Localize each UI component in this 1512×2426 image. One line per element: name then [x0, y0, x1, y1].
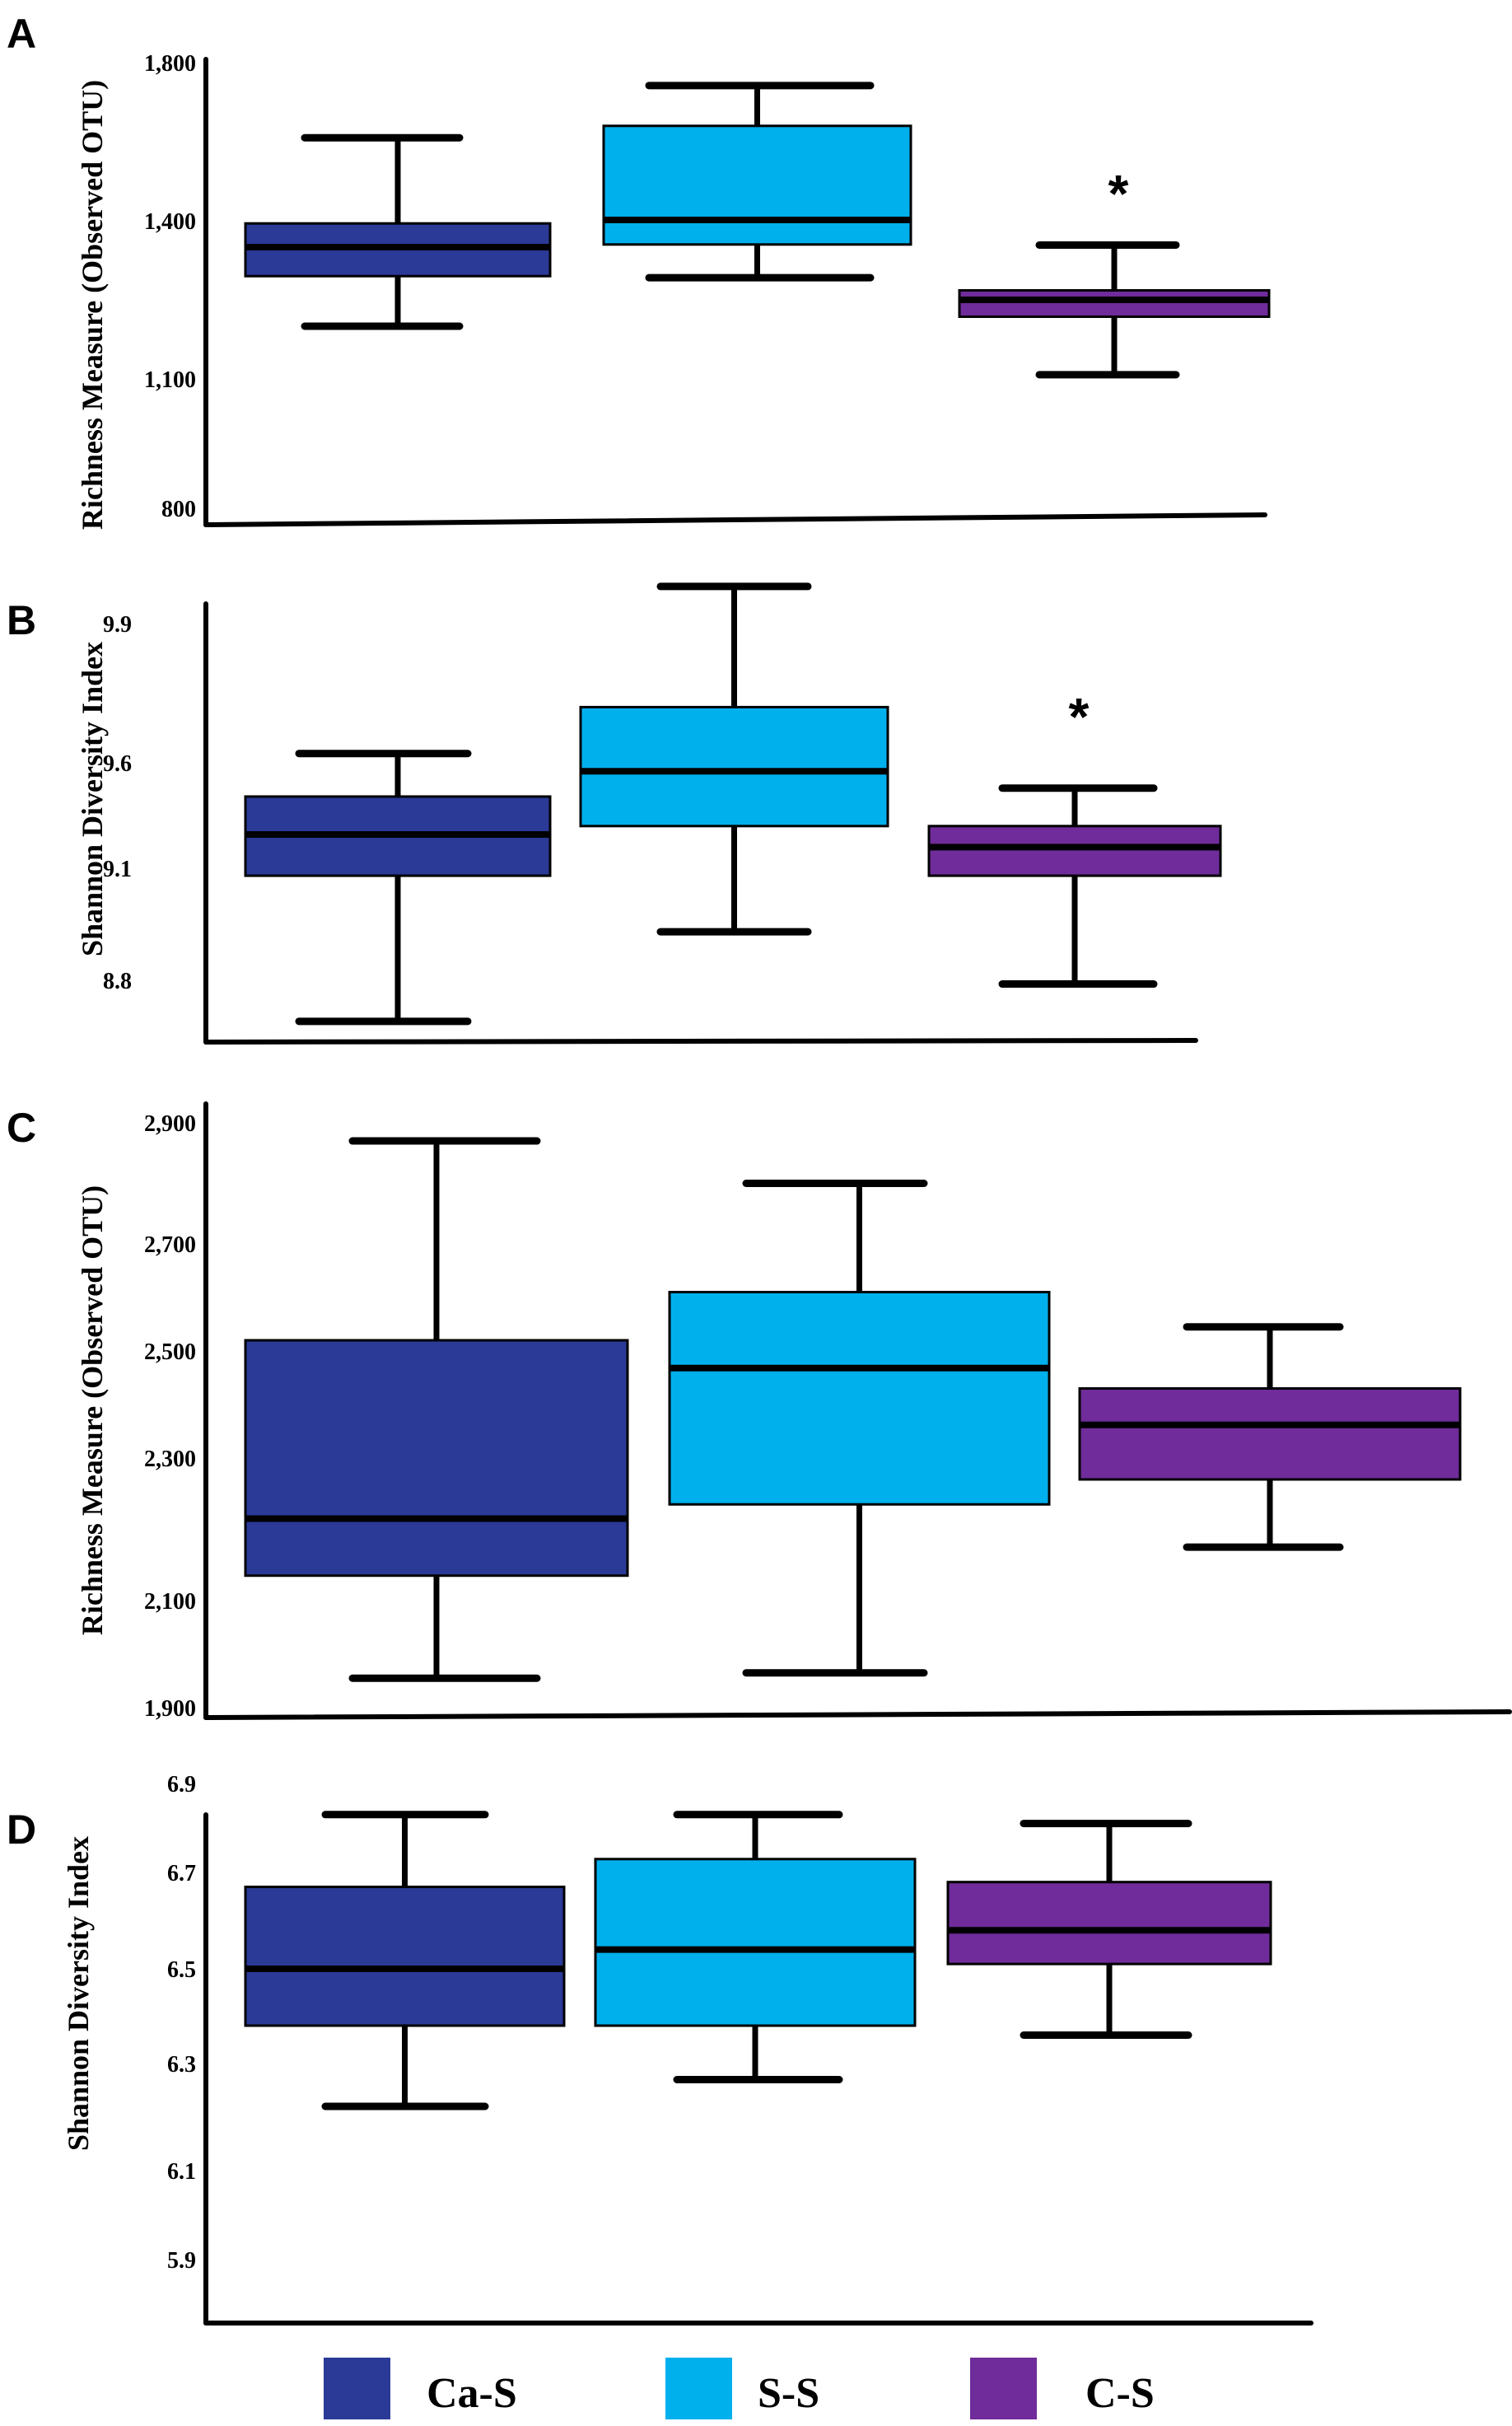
y-tick-label: 8.8: [103, 969, 132, 994]
box-ca-s: [244, 750, 552, 1026]
x-axis-line: [203, 1038, 1198, 1045]
iqr-box: [579, 705, 889, 828]
y-tick-label: 2,100: [144, 1589, 196, 1615]
y-axis-label: Shannon Diversity Index: [62, 1836, 95, 2151]
y-tick-label: 6.7: [167, 1861, 196, 1886]
iqr-box: [946, 1881, 1272, 1966]
y-tick-label: 2,700: [144, 1232, 196, 1258]
panel-b: B 8.8 9.1 9.6 9.9 Shannon Diversity Index *: [7, 582, 1222, 1045]
panel-letter: A: [7, 11, 36, 57]
y-tick-label: 9.6: [103, 751, 132, 777]
panel-letter: B: [7, 597, 36, 643]
y-tick-label: 2,500: [144, 1339, 196, 1365]
y-tick-label: 2,300: [144, 1447, 196, 1472]
legend-item-c-s: C-S: [970, 2358, 1155, 2419]
box-s-s: [602, 82, 912, 282]
y-tick-label: 1,900: [144, 1696, 196, 1722]
box-c-s: [946, 1820, 1272, 2039]
x-axis-line: [203, 512, 1267, 527]
y-tick-label: 6.1: [167, 2159, 196, 2185]
legend: Ca-S S-S C-S: [324, 2358, 1155, 2419]
y-tick-label: 6.3: [167, 2052, 196, 2078]
panel-a: A 800 1,100 1,400 1,800 Richness Measure (Obs…: [7, 11, 1271, 530]
y-tick-label: 800: [161, 497, 196, 522]
legend-swatch: [970, 2358, 1037, 2419]
panels: A 800 1,100 1,400 1,800 Richness Measure (Obs…: [7, 11, 1512, 2326]
iqr-box: [244, 1886, 566, 2027]
y-tick-label: 5.9: [167, 2248, 196, 2274]
iqr-box: [668, 1291, 1051, 1506]
box-ca-s: [244, 1811, 566, 2110]
legend-swatch: [324, 2358, 390, 2419]
box-ca-s: [244, 1137, 629, 1682]
y-axis-label: Richness Measure (Observed OTU): [76, 80, 109, 530]
iqr-box: [958, 288, 1271, 318]
panel-d: D 5.9 6.1 6.3 6.5 6.7 6.9 Shannon Diversity Ind…: [7, 1772, 1314, 2326]
y-tick-label: 1,400: [144, 209, 196, 235]
box-c-s: *: [927, 687, 1222, 989]
y-tick-label: 1,100: [144, 367, 196, 393]
y-tick-label: 6.5: [167, 1957, 196, 1983]
box-s-s: [594, 1811, 917, 2083]
y-tick-label: 6.9: [167, 1772, 196, 1797]
y-tick-label: 2,900: [144, 1111, 196, 1137]
y-tick-label: 1,800: [144, 51, 196, 77]
box-c-s: *: [958, 164, 1271, 379]
legend-swatch: [665, 2358, 732, 2419]
iqr-box: [1078, 1387, 1462, 1481]
box-s-s: [668, 1180, 1051, 1677]
iqr-box: [927, 825, 1222, 877]
legend-label: Ca-S: [427, 2370, 517, 2417]
panel-letter: C: [7, 1105, 36, 1151]
y-tick-label: 9.1: [103, 857, 132, 882]
iqr-box: [594, 1858, 917, 2027]
legend-label: C-S: [1085, 2370, 1155, 2417]
box-ca-s: [244, 133, 552, 330]
significance-star: *: [1108, 164, 1129, 223]
legend-item-ca-s: Ca-S: [324, 2358, 517, 2419]
panel-letter: D: [7, 1807, 36, 1853]
iqr-box: [602, 124, 912, 246]
x-axis-line: [203, 1709, 1512, 1720]
y-axis-label: Richness Measure (Observed OTU): [76, 1185, 109, 1635]
y-axis-label: Shannon Diversity Index: [76, 642, 109, 956]
legend-item-s-s: S-S: [665, 2358, 819, 2419]
iqr-box: [244, 1339, 629, 1578]
box-c-s: [1078, 1323, 1462, 1551]
panel-c: C 1,900 2,100 2,300 2,500 2,700 2,900 Richness …: [7, 1101, 1512, 1722]
y-tick-label: 9.9: [103, 612, 132, 638]
significance-star: *: [1069, 687, 1090, 746]
box-s-s: [579, 582, 889, 936]
legend-label: S-S: [758, 2370, 819, 2417]
